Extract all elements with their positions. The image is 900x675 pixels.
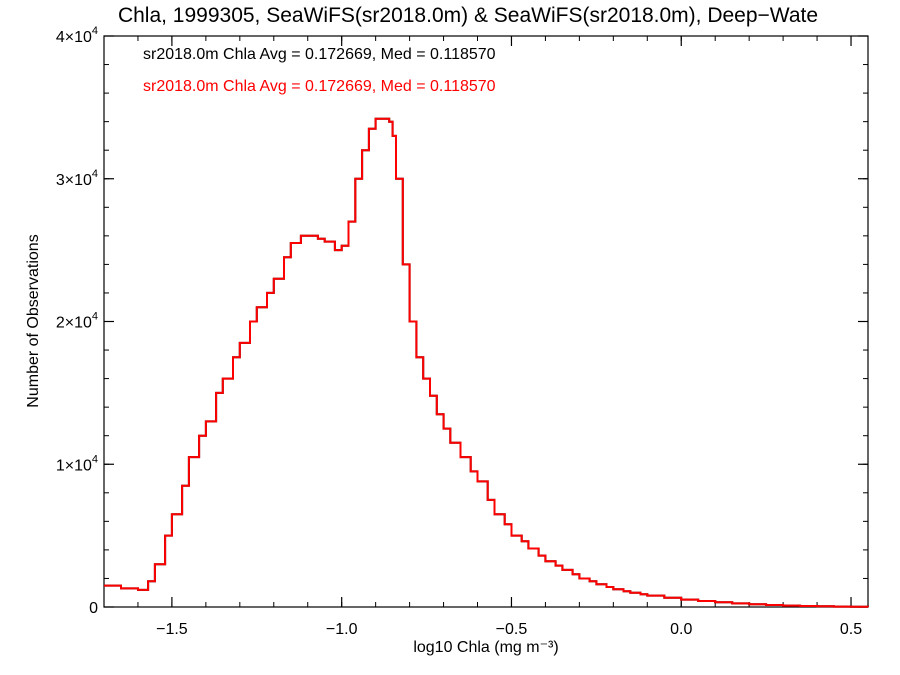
y-tick-exponent: 4 (92, 168, 98, 180)
y-tick-base: 4×10 (56, 29, 92, 46)
y-tick-exponent: 4 (92, 311, 98, 323)
y-tick-label: 1×104 (56, 453, 98, 474)
y-tick-label: 0 (89, 600, 98, 617)
x-tick-label: 0.5 (840, 621, 862, 638)
plot-frame (103, 35, 869, 608)
series-line-2 (104, 117, 869, 608)
series-layer (104, 117, 869, 608)
y-tick-base: 0 (89, 600, 98, 617)
series-line-1 (104, 117, 869, 608)
x-tick-label: −1.0 (326, 621, 358, 638)
legend-entry-red: sr2018.0m Chla Avg = 0.172669, Med = 0.1… (143, 78, 496, 95)
legend-entry-black: sr2018.0m Chla Avg = 0.172669, Med = 0.1… (143, 46, 496, 63)
y-tick-exponent: 4 (92, 25, 98, 37)
x-axis-ticks: −1.5 −1.0 −0.5 0.0 0.5 (103, 36, 862, 638)
x-tick-label: −1.5 (156, 621, 188, 638)
y-tick-label: 4×104 (56, 25, 98, 46)
y-tick-label: 2×104 (56, 311, 98, 332)
x-tick-label: −0.5 (496, 621, 528, 638)
y-tick-label: 3×104 (56, 168, 98, 189)
chart-title: Chla, 1999305, SeaWiFS(sr2018.0m) & SeaW… (118, 4, 818, 27)
x-tick-label: 0.0 (670, 621, 692, 638)
y-tick-base: 3×10 (56, 172, 92, 189)
y-tick-base: 2×10 (56, 315, 92, 332)
y-tick-exponent: 4 (92, 453, 98, 465)
y-tick-base: 1×10 (56, 457, 92, 474)
y-axis-label: Number of Observations (25, 234, 42, 407)
x-axis-label: log10 Chla (mg m⁻³) (413, 639, 558, 656)
